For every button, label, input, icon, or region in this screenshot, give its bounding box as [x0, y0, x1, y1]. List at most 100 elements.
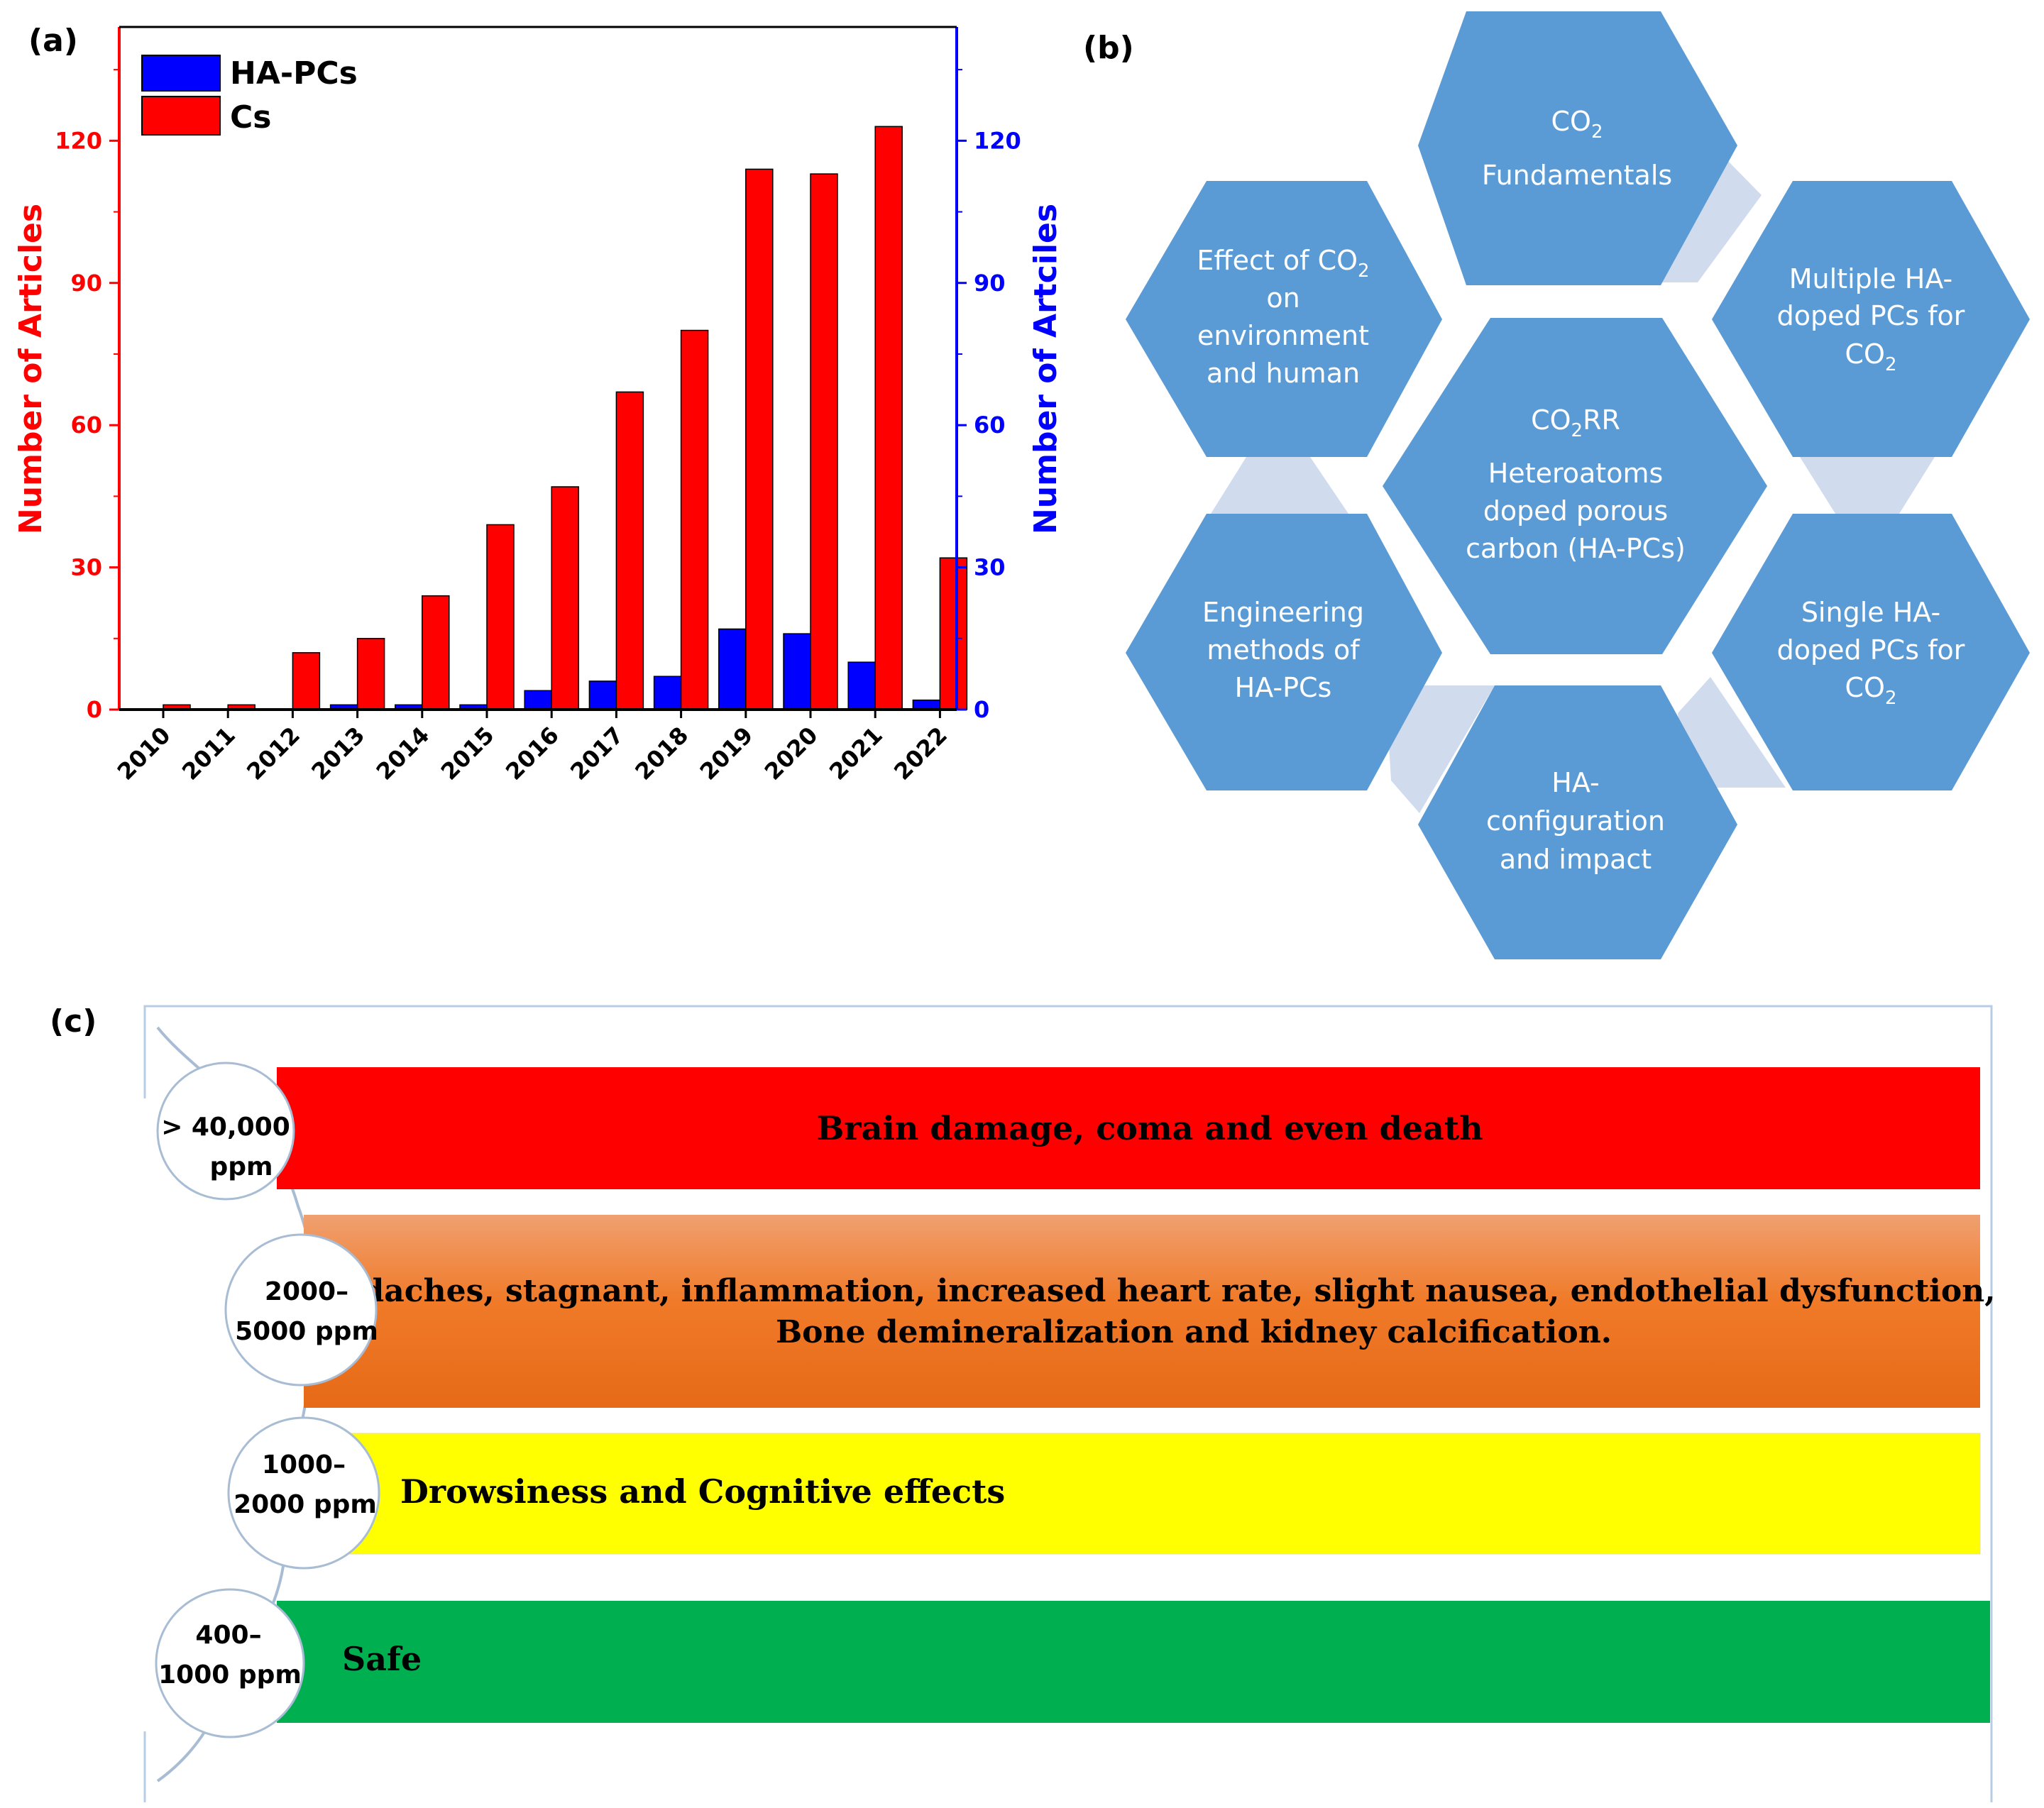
connector-top-upperright	[1661, 158, 1762, 282]
x-tick-label-2018: 2018	[630, 722, 693, 786]
x-tick-label-2014: 2014	[371, 722, 435, 786]
panel-c: (c) Brain damage, coma and even death He…	[50, 1003, 1996, 1802]
hex-upper-right-co: CO	[1845, 338, 1885, 370]
hex-bottom-line-3: and impact	[1500, 844, 1652, 875]
range-circle-1	[156, 1062, 295, 1201]
band-level-3-text: Drowsiness and Cognitive effects	[400, 1472, 1005, 1511]
hex-upper-left-line-1: on	[1266, 282, 1300, 314]
legend-label-ha-pcs: HA-PCs	[230, 55, 358, 92]
x-tick-label-2013: 2013	[306, 722, 370, 786]
legend-label-cs: Cs	[230, 99, 271, 136]
x-tick-label-2020: 2020	[759, 722, 823, 786]
hex-center-title: CO2RR	[1531, 404, 1620, 441]
range-circle-1-line-2: ppm	[209, 1152, 273, 1181]
bar-ha-pcs-2019	[718, 628, 747, 710]
hex-upper-left-title: Effect of CO2	[1197, 245, 1369, 282]
connector-lowerleft-upperleft	[1211, 457, 1348, 514]
bar-cs-2021	[874, 126, 903, 710]
hex-lower-left-line-3: HA-PCs	[1235, 672, 1332, 703]
hexagon-bottom	[1418, 685, 1737, 959]
hex-upper-left-line-3: and human	[1207, 358, 1360, 389]
hex-center-tail: RR	[1583, 404, 1620, 436]
y-ticks: 0 0 30 30 60 60 90 90 120 120	[55, 69, 1021, 723]
bar-cs-2017	[615, 391, 644, 710]
connector-upperright-lowerright	[1800, 457, 1935, 514]
y-tick-right-label-90: 90	[974, 270, 1006, 297]
y-tick-left-label-120: 120	[55, 127, 102, 154]
hex-lower-left-line-2: methods of	[1207, 634, 1361, 666]
band-level-1	[277, 1067, 1980, 1189]
bar-cs-2014	[422, 595, 450, 710]
y-axis-title-left: Number of Articles	[13, 204, 49, 534]
bar-cs-2022	[939, 557, 968, 710]
range-circle-2-line-2: 5000 ppm	[235, 1317, 378, 1346]
range-circle-4-line-1: 400–	[195, 1621, 261, 1650]
x-tick-label-2016: 2016	[500, 722, 564, 786]
band-level-4	[277, 1601, 1990, 1723]
legend: HA-PCs Cs	[141, 55, 358, 136]
connector-bottom-lowerleft	[1385, 685, 1495, 813]
hex-top-title: CO2	[1551, 106, 1603, 143]
x-tick-label-2021: 2021	[824, 722, 888, 786]
x-tick-label-2019: 2019	[695, 722, 759, 786]
hex-upper-left-line-2: environment	[1197, 320, 1369, 351]
hex-center-line-2: doped porous	[1483, 495, 1668, 527]
bar-cs-2016	[551, 486, 579, 710]
hex-center-sub: 2	[1571, 420, 1583, 441]
hex-upper-left-sub: 2	[1358, 260, 1370, 282]
panel-c-label: (c)	[50, 1003, 97, 1040]
hex-bottom-line-1: HA-	[1551, 767, 1599, 798]
hex-center-co: CO	[1531, 404, 1571, 436]
x-tick-label-2022: 2022	[889, 722, 952, 786]
range-circle-3-line-2: 2000 ppm	[233, 1490, 377, 1519]
y-tick-left-label-0: 0	[87, 696, 102, 723]
hex-upper-right-sub: 2	[1885, 354, 1897, 375]
band-level-1-text: Brain damage, coma and even death	[816, 1109, 1483, 1147]
hex-top-co: CO	[1551, 106, 1591, 137]
hex-center-line-3: carbon (HA-PCs)	[1466, 533, 1686, 564]
range-circle-3-line-1: 1000–	[262, 1450, 346, 1479]
x-tick-label-2010: 2010	[112, 722, 176, 786]
y-tick-right-label-60: 60	[974, 412, 1006, 439]
bar-ha-pcs-2017	[588, 680, 617, 710]
bar-cs-2013	[356, 638, 385, 710]
hex-upper-left-main: Effect of CO	[1197, 245, 1358, 276]
hex-lower-right-line-1: Single HA-	[1801, 597, 1940, 628]
panel-b: (b) CO2RR Heteroatoms doped porous carbo…	[1083, 11, 2030, 959]
bar-ha-pcs-2021	[847, 661, 876, 710]
hex-top-sub: 2	[1591, 121, 1603, 143]
panel-c-frame	[143, 1005, 1993, 1802]
hex-lower-right-co: CO	[1845, 672, 1885, 703]
panel-a-label: (a)	[28, 23, 78, 59]
range-circle-3	[227, 1416, 380, 1570]
hexagon-top	[1418, 11, 1737, 285]
band-level-4-text: Safe	[342, 1640, 422, 1678]
band-level-2-text-1: Headaches, stagnant, inflammation, incre…	[292, 1273, 1995, 1309]
x-ticks: 2010 2011 2012 2013 2014 2015 2016 2017 2018 2019…	[112, 710, 952, 786]
hexagons	[1126, 11, 2030, 959]
x-tick-label-2015: 2015	[436, 722, 500, 786]
hexagon-upper-left	[1126, 181, 1442, 457]
bar-ha-pcs-2020	[783, 633, 811, 710]
range-circle-4-line-2: 1000 ppm	[158, 1660, 302, 1690]
bar-cs-2018	[680, 329, 709, 710]
hex-upper-right-line-2: doped PCs for	[1777, 300, 1965, 331]
panel-b-label: (b)	[1083, 30, 1134, 66]
hexagon-center	[1383, 318, 1767, 654]
bar-cs-2015	[486, 524, 515, 710]
hex-center-line-1: Heteroatoms	[1488, 458, 1664, 489]
connector-lowerright-bottom	[1678, 677, 1788, 788]
x-tick-label-2012: 2012	[241, 722, 305, 786]
hex-upper-right-line-1: Multiple HA-	[1789, 263, 1952, 294]
hex-top-line-1: Fundamentals	[1482, 160, 1672, 191]
range-circle-1-line-1-text: > 40,000	[161, 1113, 290, 1142]
y-tick-left-label-60: 60	[70, 412, 102, 439]
bar-cs-2012	[292, 652, 321, 710]
bar-ha-pcs-2018	[653, 676, 682, 710]
hex-upper-right-co2: CO2	[1845, 338, 1897, 375]
hexagon-lower-right	[1712, 514, 2030, 790]
range-circle-2-line-1: 2000–	[265, 1277, 348, 1306]
hex-lower-right-co2: CO2	[1845, 672, 1897, 709]
